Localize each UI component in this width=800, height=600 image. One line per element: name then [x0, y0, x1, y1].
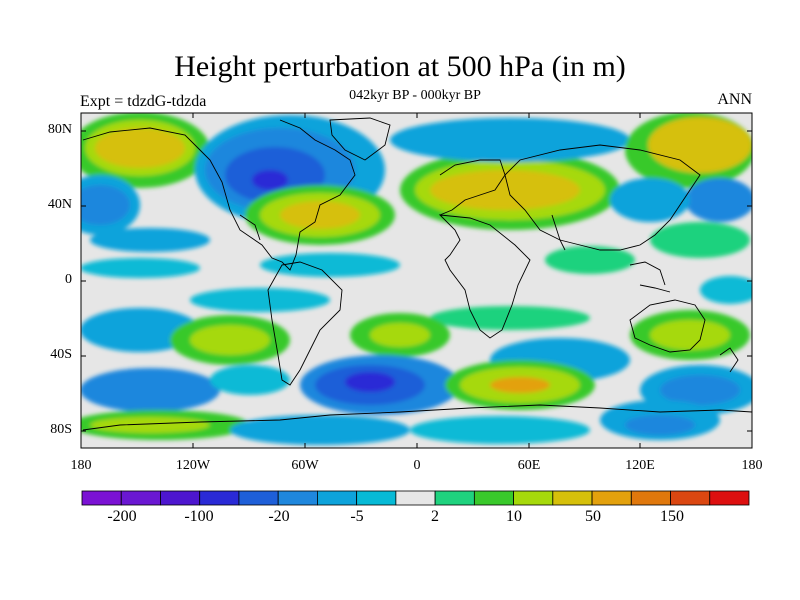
colorbar-label: 10: [506, 508, 522, 525]
colorbar-swatch: [591, 490, 632, 506]
lon-label-180w: 180: [70, 458, 92, 473]
lat-label-80s: 80S: [50, 422, 72, 437]
colorbar-label: -5: [350, 508, 364, 525]
colorbar-label: 150: [660, 508, 684, 525]
field-layer: [81, 113, 752, 448]
lon-label-120e: 120E: [625, 458, 655, 473]
colorbar-swatch: [473, 490, 514, 506]
colorbar-swatch: [434, 490, 475, 506]
colorbar-swatch: [709, 490, 750, 506]
colorbar-swatch: [317, 490, 358, 506]
colorbar-label: -20: [268, 508, 290, 525]
colorbar-swatch: [81, 490, 122, 506]
colorbar-label: -200: [107, 508, 137, 525]
colorbar-swatch: [395, 490, 436, 506]
season-label: ANN: [717, 91, 752, 108]
colorbar-swatch: [356, 490, 397, 506]
chart-title: Height perturbation at 500 hPa (in m): [174, 50, 626, 83]
lon-label-120w: 120W: [175, 458, 211, 473]
chart-subtitle: 042kyr BP - 000kyr BP: [349, 88, 481, 103]
colorbar-swatch: [238, 490, 279, 506]
colorbar-swatch: [670, 490, 711, 506]
lon-label-60e: 60E: [517, 458, 541, 473]
axis-ticks: [80, 113, 753, 448]
colorbar-swatch: [160, 490, 201, 506]
colorbar-swatch: [630, 490, 671, 506]
experiment-label: Expt = tdzdG-tdzda: [80, 93, 207, 110]
colorbar-swatch: [513, 490, 554, 506]
lon-label-180e: 180: [741, 458, 763, 473]
colorbar-swatch: [199, 490, 240, 506]
colorbar: [81, 490, 750, 506]
coastlines: [82, 117, 752, 431]
lat-label-40n: 40N: [47, 197, 72, 212]
colorbar-label: 2: [431, 508, 439, 525]
colorbar-label: -100: [184, 508, 214, 525]
lat-label-80n: 80N: [47, 122, 72, 137]
lon-label-0: 0: [413, 458, 421, 473]
lon-label-60w: 60W: [291, 458, 319, 473]
colorbar-swatch: [120, 490, 161, 506]
colorbar-label: 50: [585, 508, 601, 525]
lat-label-40s: 40S: [50, 347, 72, 362]
lat-label-0: 0: [65, 272, 72, 287]
colorbar-swatch: [277, 490, 318, 506]
colorbar-swatch: [552, 490, 593, 506]
